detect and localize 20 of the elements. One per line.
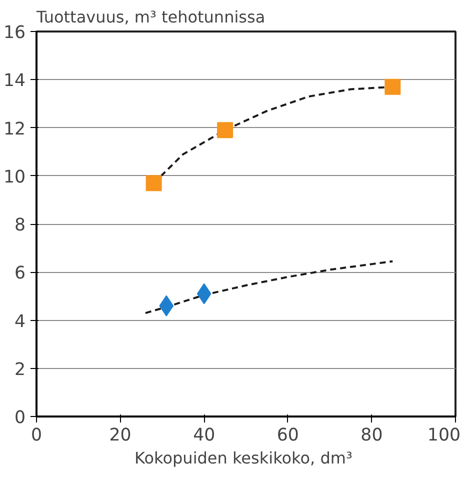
y-tick-label: 12 <box>3 119 26 140</box>
point <box>217 122 234 138</box>
y-tick-label: 8 <box>14 216 26 236</box>
y-tick-label: 6 <box>14 264 26 284</box>
y-tick-label: 16 <box>3 23 26 43</box>
y-tick-label: 0 <box>14 408 26 428</box>
x-axis-title: Kokopuiden keskikoko, dm³ <box>134 448 352 468</box>
y-axis-title: Tuottavuus, m³ tehotunnissa <box>36 8 266 26</box>
y-tick-label: 14 <box>3 71 26 92</box>
y-tick-label: 10 <box>3 167 26 188</box>
x-tick-label: 0 <box>30 426 42 446</box>
x-tick-label: 20 <box>109 426 132 446</box>
point <box>146 175 162 192</box>
y-tick-label: 4 <box>14 312 26 332</box>
x-tick-label: 100 <box>427 426 461 446</box>
x-tick-label: 60 <box>276 426 299 446</box>
y-tick-label: 2 <box>14 360 26 380</box>
x-tick-label: 40 <box>193 426 216 446</box>
point <box>384 78 401 95</box>
x-tick-label: 80 <box>360 426 383 446</box>
